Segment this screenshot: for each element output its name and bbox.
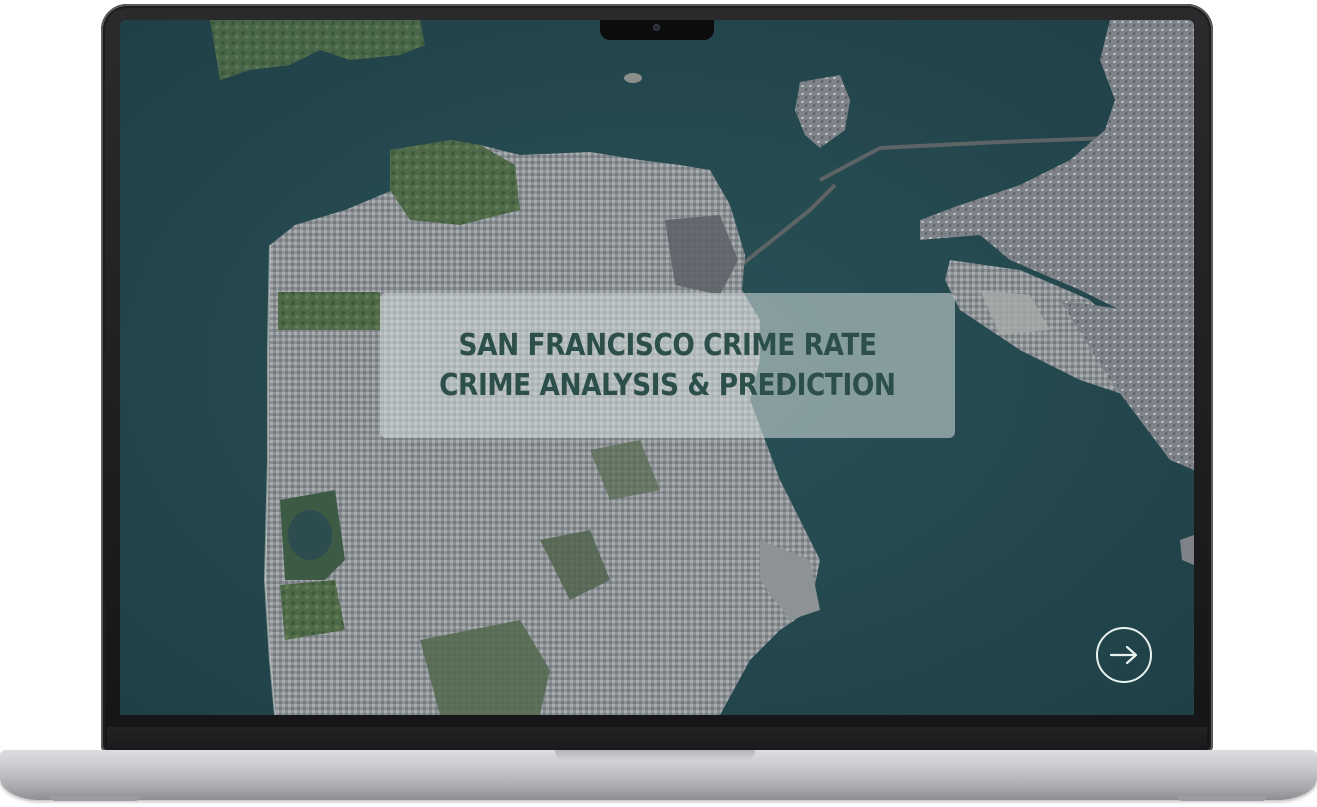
arrow-right-icon xyxy=(1109,645,1138,665)
page-title-line-2: CRIME ANALYSIS & PREDICTION xyxy=(439,367,896,403)
trackpad-notch xyxy=(555,750,755,762)
laptop-screen: SAN FRANCISCO CRIME RATE CRIME ANALYSIS … xyxy=(120,20,1194,715)
camera-icon xyxy=(653,24,660,31)
laptop-foot-left xyxy=(50,796,140,801)
page-title-line-1: SAN FRANCISCO CRIME RATE xyxy=(458,327,877,363)
laptop-chin xyxy=(107,727,1207,751)
camera-notch xyxy=(600,20,714,40)
title-banner: SAN FRANCISCO CRIME RATE CRIME ANALYSIS … xyxy=(380,293,955,438)
next-button[interactable] xyxy=(1096,627,1152,683)
laptop-foot-right xyxy=(1177,796,1267,801)
